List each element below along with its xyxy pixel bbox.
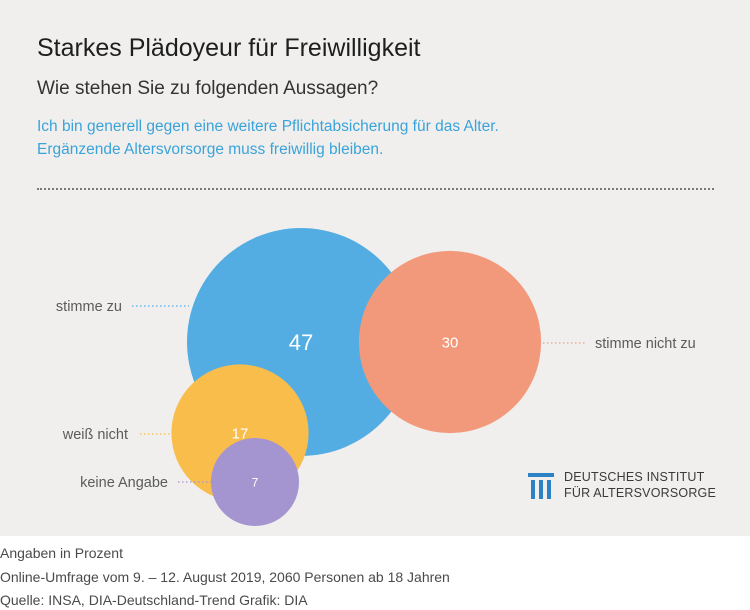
- value-label-stimme-nicht-zu: 30: [442, 334, 459, 351]
- chart-panel: Starkes Plädoyeur für Freiwilligkeit Wie…: [0, 0, 750, 536]
- value-label-weiss-nicht: 17: [232, 425, 249, 442]
- value-label-stimme-zu: 47: [289, 330, 313, 355]
- footer-source: Quelle: INSA, DIA-Deutschland-Trend Graf…: [0, 592, 308, 608]
- footer-note: Angaben in Prozent: [0, 545, 123, 561]
- statement-line-1: Ich bin generell gegen eine weitere Pfli…: [37, 118, 499, 135]
- bubble-chart: 47 stimme zu 30 stimme nicht zu 17 weiß nicht…: [56, 228, 696, 526]
- chart-title: Starkes Plädoyeur für Freiwilligkeit: [37, 34, 421, 62]
- dotted-divider: [37, 188, 714, 190]
- chart-question: Wie stehen Sie zu folgenden Aussagen?: [37, 78, 379, 99]
- institute-columns-icon: [528, 473, 554, 499]
- bubble-stimme-nicht-zu: [358, 250, 542, 434]
- category-label-stimme-nicht-zu: stimme nicht zu: [595, 336, 696, 352]
- category-label-keine-angabe: keine Angabe: [80, 475, 168, 491]
- value-label-keine-angabe: 7: [252, 475, 259, 489]
- logo-text-line-1: DEUTSCHES INSTITUT: [564, 470, 705, 484]
- bubble-keine-angabe: [211, 438, 299, 526]
- category-label-weiss-nicht: weiß nicht: [62, 427, 128, 443]
- logo-text-line-2: FÜR ALTERSVORSORGE: [564, 486, 717, 500]
- dia-logo: DEUTSCHES INSTITUT FÜR ALTERSVORSORGE: [528, 470, 728, 504]
- footer-survey-info: Online-Umfrage vom 9. – 12. August 2019,…: [0, 569, 450, 585]
- category-label-stimme-zu: stimme zu: [56, 299, 122, 315]
- statement-line-2: Ergänzende Altersvorsorge muss freiwilli…: [37, 141, 384, 158]
